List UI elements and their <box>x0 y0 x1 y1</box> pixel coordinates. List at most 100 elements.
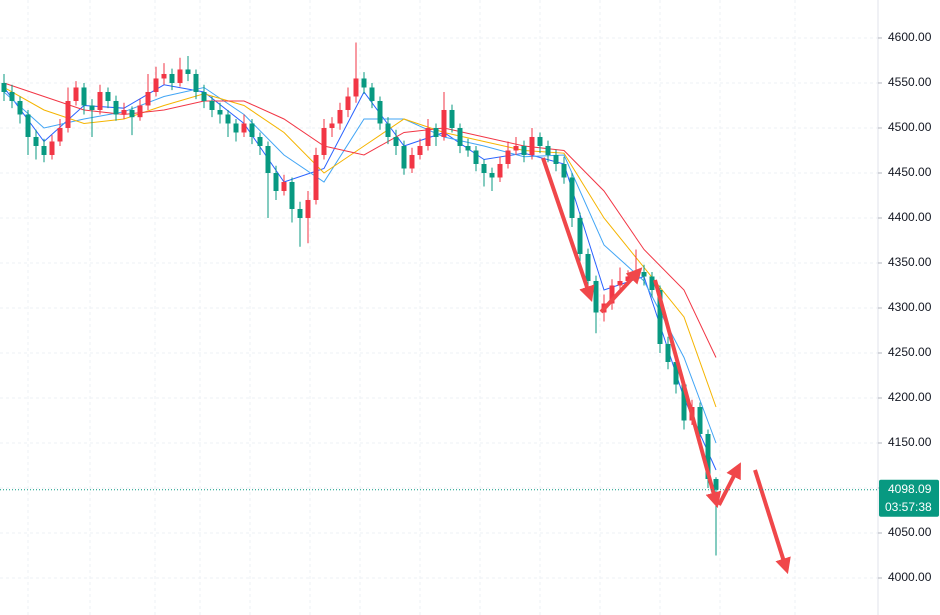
arrow <box>717 462 741 506</box>
candle-body <box>241 123 247 133</box>
candle-body <box>513 145 519 151</box>
candle-body <box>33 136 39 146</box>
candle-body <box>529 136 535 155</box>
candle-body <box>673 361 679 385</box>
candle-body <box>73 87 79 101</box>
candle-body <box>497 163 503 178</box>
price-axis: 4000.004050.004100.004150.004200.004250.… <box>0 30 939 584</box>
candle-body <box>713 479 719 490</box>
candle-body <box>281 181 287 191</box>
candle-body <box>649 276 655 290</box>
candle-body <box>313 154 319 200</box>
candle-body <box>249 123 255 137</box>
candle-body <box>361 78 367 88</box>
candle-body <box>1 82 7 92</box>
candle-body <box>641 271 647 277</box>
candle-body <box>705 434 711 480</box>
candle-body <box>25 114 31 137</box>
candle-body <box>369 87 375 101</box>
candle-body <box>401 145 407 169</box>
candle-body <box>505 150 511 164</box>
candle-body <box>153 78 159 92</box>
candle-body <box>121 109 127 115</box>
candle-body <box>297 208 303 218</box>
candle-body <box>305 199 311 218</box>
y-tick-label: 4400.00 <box>888 210 932 224</box>
candle-body <box>545 145 551 155</box>
arrow <box>541 157 595 303</box>
y-tick-label: 4550.00 <box>888 75 932 89</box>
candle-body <box>273 172 279 191</box>
candle-body <box>465 145 471 151</box>
y-tick-label: 4000.00 <box>888 570 932 584</box>
candle-body <box>569 177 575 218</box>
y-tick-label: 4450.00 <box>888 165 932 179</box>
candle-body <box>425 127 431 146</box>
candle-body <box>265 145 271 173</box>
candles <box>1 42 719 556</box>
candle-body <box>609 285 615 304</box>
candle-body <box>377 100 383 124</box>
y-tick-label: 4250.00 <box>888 345 932 359</box>
candle-body <box>209 100 215 110</box>
candle-body <box>417 145 423 155</box>
candle-body <box>409 154 415 169</box>
candle-body <box>329 123 335 128</box>
candle-body <box>345 96 351 110</box>
candle-body <box>457 127 463 146</box>
candle-body <box>145 91 151 106</box>
moving-average <box>3 87 717 408</box>
y-tick-label: 4200.00 <box>888 390 932 404</box>
candle-body <box>89 105 95 110</box>
candle-body <box>593 280 599 313</box>
candle-body <box>161 73 167 79</box>
y-tick-label: 4150.00 <box>888 435 932 449</box>
arrow <box>753 469 791 575</box>
candle-body <box>201 91 207 101</box>
candle-body <box>185 69 191 74</box>
candle-body <box>681 384 687 421</box>
last-price-badge <box>879 479 939 517</box>
candle-body <box>433 127 439 137</box>
candle-body <box>441 109 447 137</box>
candle-body <box>337 109 343 124</box>
y-tick-label: 4050.00 <box>888 525 932 539</box>
candle-body <box>385 123 391 137</box>
candle-body <box>113 100 119 115</box>
candle-body <box>49 141 55 155</box>
candle-body <box>473 150 479 164</box>
candle-body <box>553 154 559 164</box>
candle-body <box>177 69 183 83</box>
moving-average <box>3 82 717 358</box>
candle-body <box>657 289 663 344</box>
candle-body <box>393 136 399 146</box>
candle-body <box>225 114 231 124</box>
candle-body <box>9 91 15 101</box>
candle-body <box>169 73 175 83</box>
candle-body <box>193 73 199 92</box>
annotation-arrows <box>541 157 791 575</box>
countdown-label: 03:57:38 <box>885 500 932 514</box>
candle-body <box>17 100 23 115</box>
candle-body <box>81 87 87 106</box>
arrow <box>653 279 722 509</box>
candle-body <box>97 91 103 110</box>
candle-body <box>257 136 263 146</box>
candle-body <box>233 123 239 133</box>
y-tick-label: 4350.00 <box>888 255 932 269</box>
candle-body <box>449 109 455 128</box>
last-price-label: 4098.09 <box>888 482 932 496</box>
candle-body <box>129 109 135 118</box>
candle-body <box>697 406 703 435</box>
candle-body <box>537 136 543 146</box>
price-grid <box>0 37 878 579</box>
y-tick-label: 4500.00 <box>888 120 932 134</box>
candle-body <box>57 127 63 142</box>
candle-body <box>577 217 583 254</box>
candle-body <box>105 91 111 101</box>
candle-body <box>561 163 567 178</box>
candle-body <box>585 253 591 281</box>
candle-body <box>137 105 143 118</box>
candle-body <box>665 343 671 362</box>
